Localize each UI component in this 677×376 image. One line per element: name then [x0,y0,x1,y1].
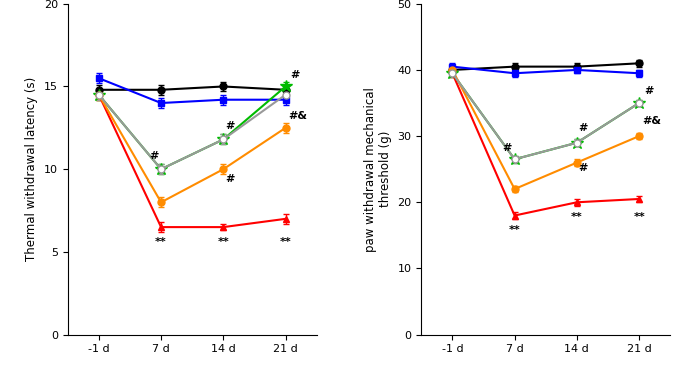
Text: #: # [644,86,653,96]
Text: **: ** [280,237,291,247]
Text: **: ** [217,237,230,247]
Text: #&: #& [288,111,307,121]
Text: **: ** [633,212,645,222]
Text: #: # [578,162,588,173]
Text: #: # [149,151,158,161]
Text: **: ** [571,212,583,222]
Text: **: ** [155,237,167,247]
Text: #&: #& [642,116,661,126]
Text: #: # [290,70,300,80]
Text: #: # [225,121,234,131]
Y-axis label: paw withdrawal mechanical
threshold (g): paw withdrawal mechanical threshold (g) [364,87,392,252]
Text: #: # [578,123,588,133]
Y-axis label: Thermal withdrawal latency (s): Thermal withdrawal latency (s) [25,77,39,261]
Text: #: # [225,174,234,184]
Text: **: ** [508,225,521,235]
Text: #: # [502,143,512,153]
